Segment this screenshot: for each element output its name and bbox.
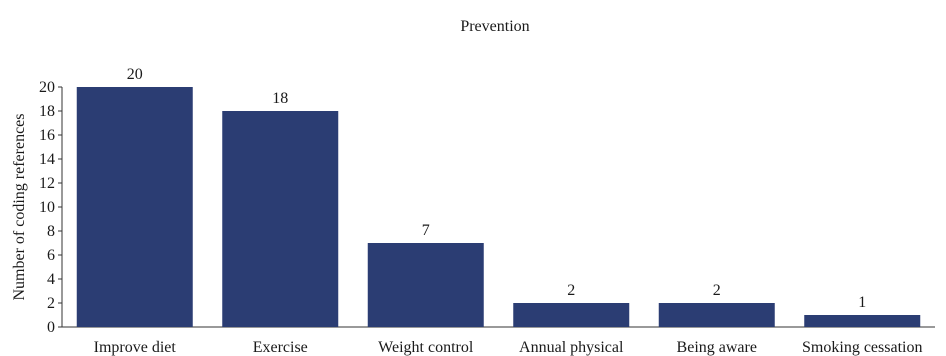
bar-being-aware	[658, 303, 775, 327]
bar-annual-physical	[513, 303, 630, 327]
bar-smoking-cessation	[804, 315, 921, 327]
y-tick-label: 2	[47, 295, 55, 312]
category-label: Being aware	[677, 339, 757, 356]
data-label: 7	[422, 222, 430, 239]
y-tick-label: 0	[47, 319, 55, 336]
category-label: Smoking cessation	[802, 339, 922, 356]
bar-improve-diet	[76, 87, 193, 327]
bar-weight-control	[367, 243, 484, 327]
y-tick-label: 10	[39, 199, 55, 216]
chart-title: Prevention	[460, 18, 529, 35]
category-label: Improve diet	[94, 339, 177, 356]
category-label: Annual physical	[519, 339, 624, 356]
y-tick-label: 4	[47, 271, 55, 288]
data-label: 2	[567, 282, 575, 299]
category-labels: Improve diet Exercise Weight control Annual…	[94, 339, 923, 356]
data-label: 18	[272, 90, 288, 107]
bars	[76, 87, 921, 327]
y-tick-label: 6	[47, 247, 55, 264]
y-tick-label: 20	[39, 79, 55, 96]
category-label: Weight control	[378, 339, 474, 356]
y-tick-label: 16	[39, 127, 55, 144]
y-tick-label: 14	[39, 151, 55, 168]
y-axis-label: Number of coding references	[11, 113, 28, 300]
category-label: Exercise	[253, 339, 308, 356]
bar-exercise	[222, 111, 339, 327]
y-tick-label: 8	[47, 223, 55, 240]
y-tick-label: 12	[39, 175, 55, 192]
data-label: 1	[858, 294, 866, 311]
data-labels: 20 18 7 2 2 1	[127, 66, 867, 311]
data-label: 20	[127, 66, 143, 83]
data-label: 2	[713, 282, 721, 299]
y-ticks: 0 2 4 6 8 10 12 14 16 18 20	[39, 79, 62, 336]
y-tick-label: 18	[39, 103, 55, 120]
